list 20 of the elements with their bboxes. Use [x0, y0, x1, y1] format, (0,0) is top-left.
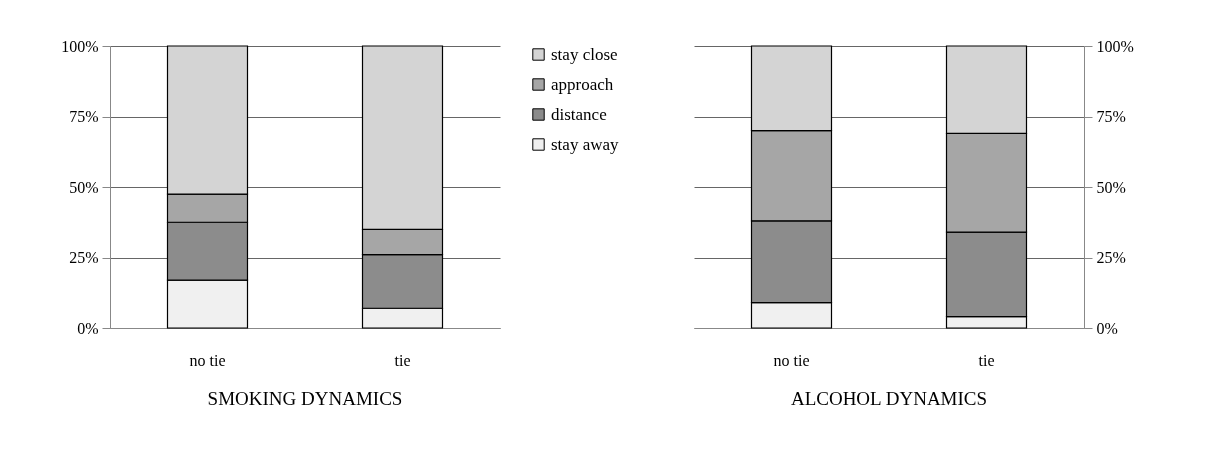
text: SMOKING DYNAMICS [207, 388, 403, 409]
y-tick-label: 0% [77, 319, 99, 337]
legend-label: stay close [551, 44, 618, 64]
y-tick-label: 75% [1096, 108, 1126, 125]
y-tick-label: 100% [61, 37, 99, 55]
y-tick-label: 100% [1096, 37, 1134, 55]
y-tick-label: 25% [69, 249, 99, 266]
legend-label: stay away [551, 134, 619, 154]
y-tick-label: 75% [69, 108, 99, 125]
x-tick-label: tie [394, 351, 411, 369]
y-tick-label: 25% [1096, 249, 1126, 266]
x-tick-label: no tie [189, 351, 226, 369]
legend-label: distance [551, 104, 607, 124]
y-tick-label: 50% [69, 178, 99, 196]
text: ALCOHOL DYNAMICS [790, 388, 988, 409]
x-tick-label: no tie [773, 351, 810, 369]
y-tick-label: 0% [1096, 319, 1118, 337]
legend-label: approach [551, 74, 614, 94]
x-tick-label: tie [978, 351, 995, 369]
y-tick-label: 50% [1096, 178, 1126, 196]
